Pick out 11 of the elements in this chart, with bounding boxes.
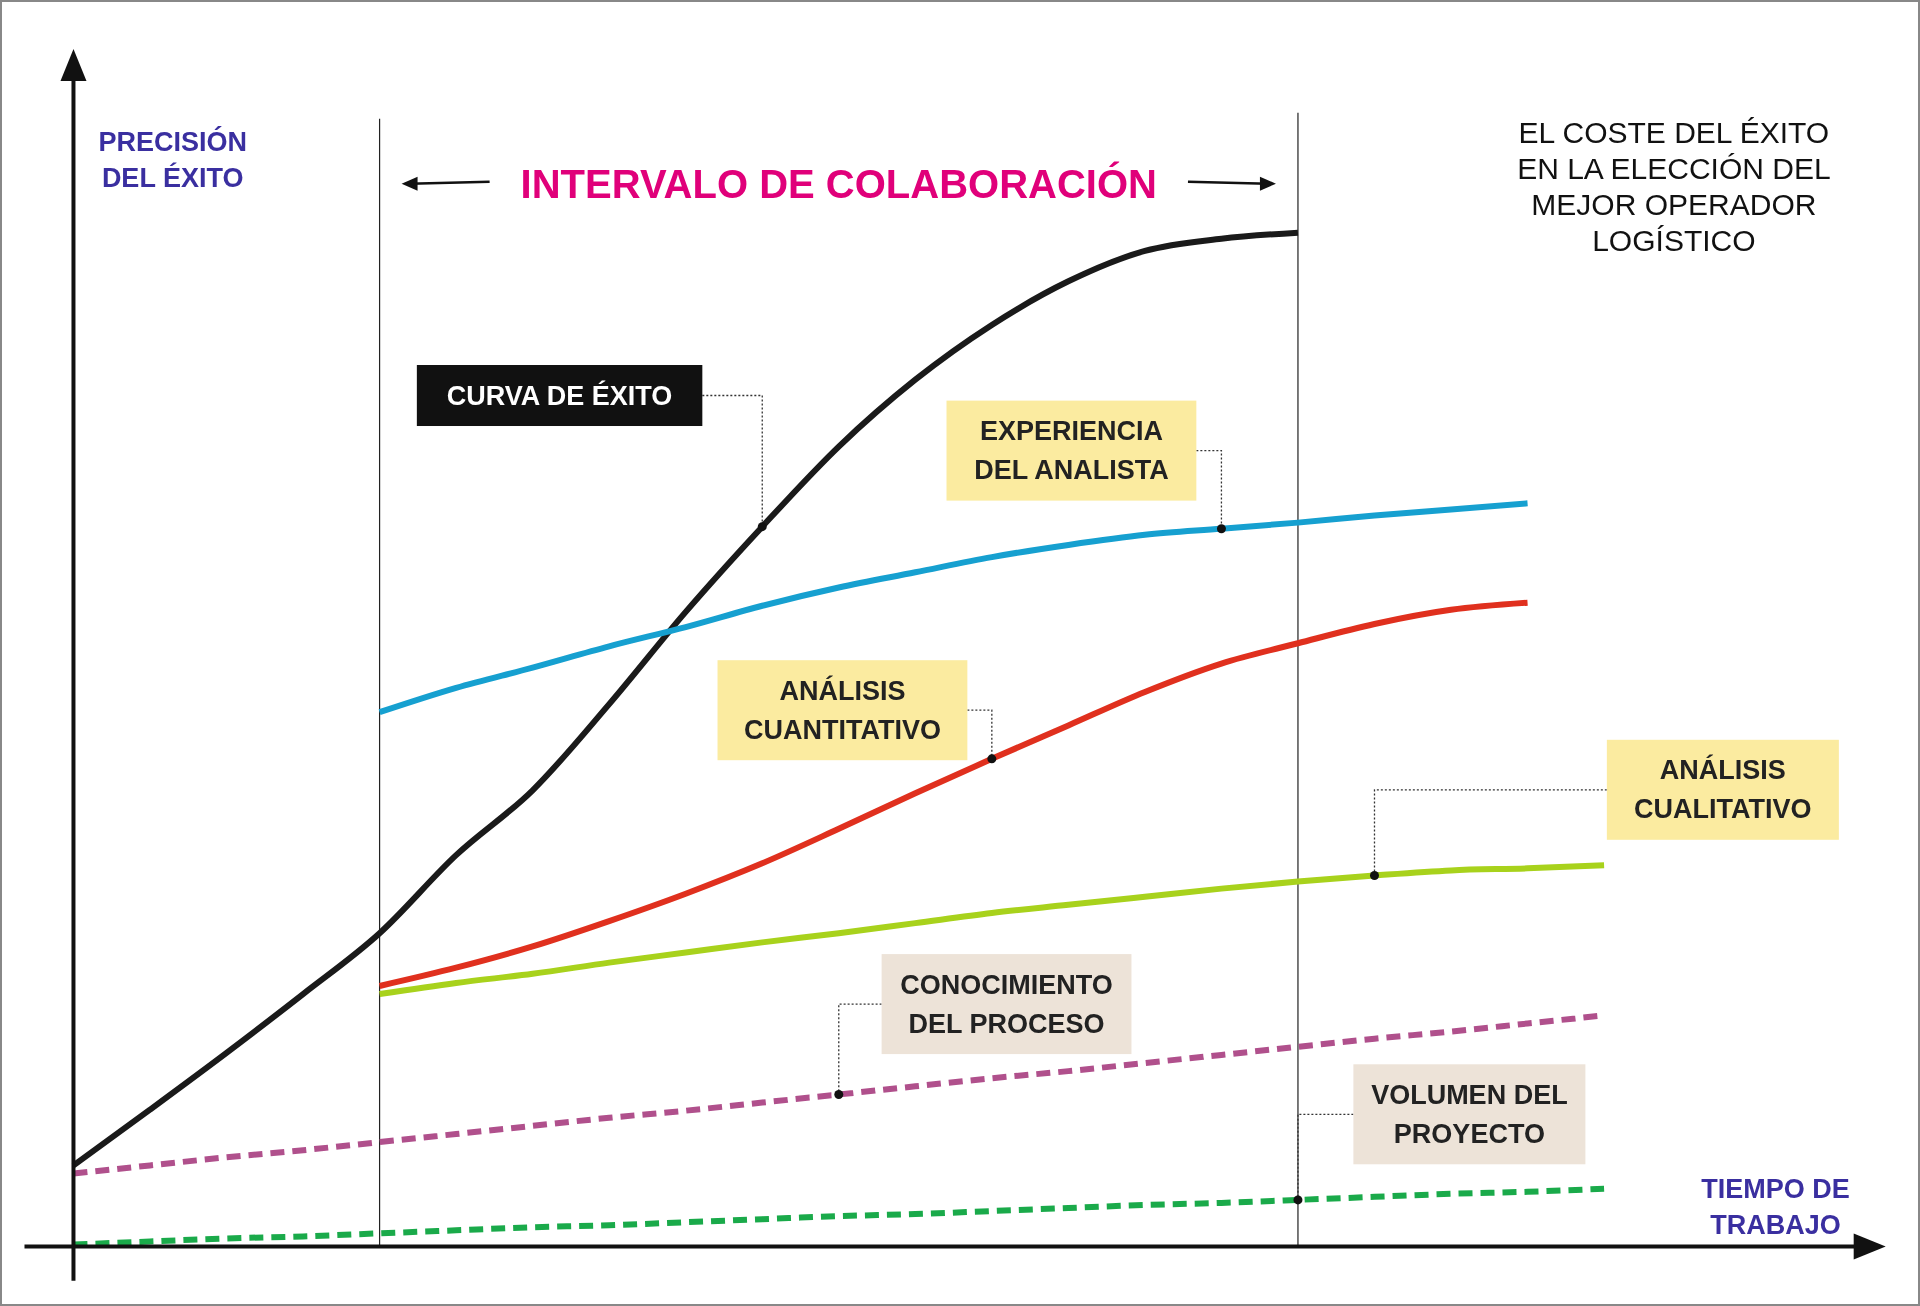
series-label: ANÁLISIS CUALITATIVO — [1634, 754, 1812, 825]
point — [757, 522, 767, 532]
series-label: VOLUMEN DEL PROYECTO — [1371, 1079, 1568, 1149]
text: CURVA DE ÉXITO — [446, 379, 673, 411]
series-label: ANÁLISIS CUANTITATIVO — [743, 674, 941, 745]
x-axis-title: TIEMPO DE TRABAJO — [1701, 1173, 1850, 1240]
y-axis-title: PRECISIÓN DEL ÉXITO — [98, 126, 247, 194]
chart-title: EL COSTE DEL ÉXITO EN LA ELECCIÓN DEL MEJOR OPERADOR LOGÍSTICO — [1517, 115, 1831, 257]
series-label: CONOCIMIENTO DEL PROCESO — [900, 969, 1113, 1039]
text: INTERVALO DE COLABORACIÓN — [520, 160, 1157, 206]
series-label: EXPERIENCIA DEL ANALISTA — [974, 416, 1169, 486]
